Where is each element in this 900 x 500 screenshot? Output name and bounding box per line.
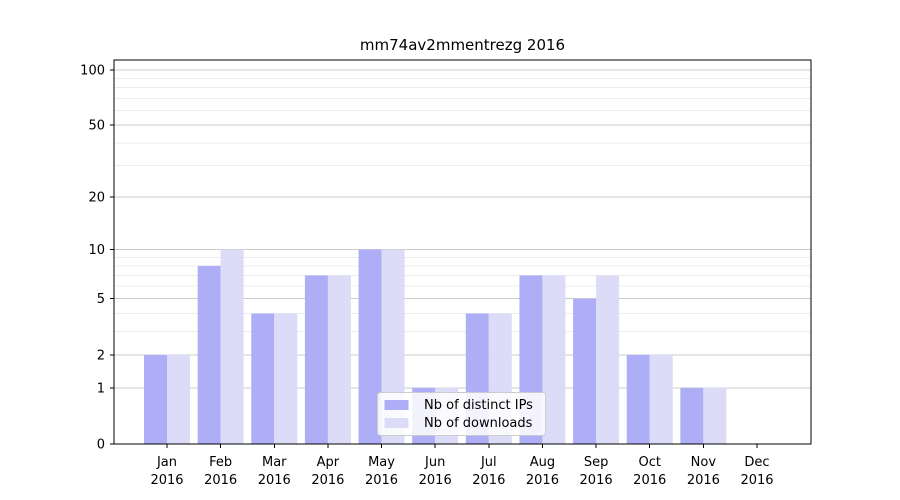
x-tick-label-month: Mar [262, 455, 287, 470]
bar-distinct-ips-sep [573, 298, 597, 444]
bar-distinct-ips-oct [626, 354, 650, 444]
x-tick-label-month: Jun [424, 455, 445, 470]
bar-downloads-nov [703, 387, 727, 444]
x-tick-label-month: Oct [638, 455, 660, 470]
y-tick-label: 20 [88, 191, 105, 206]
plot-frame [113, 59, 812, 445]
x-tick-label-year: 2016 [687, 473, 720, 488]
y-tick-label: 50 [88, 119, 105, 134]
bar-downloads-jan [167, 354, 190, 444]
x-tick-label-year: 2016 [633, 473, 666, 488]
y-tick-label: 2 [97, 348, 105, 363]
bar-distinct-ips-feb [197, 265, 221, 444]
x-tick-label-month: Jan [156, 455, 177, 470]
y-tick-label: 1 [97, 381, 105, 396]
x-tick-label-year: 2016 [472, 473, 505, 488]
chart-title: mm74av2mmentrezg 2016 [359, 36, 566, 54]
legend-swatch-distinct-ips [384, 400, 409, 410]
bar-downloads-mar [274, 313, 298, 444]
y-tick-label: 10 [88, 243, 105, 258]
bar-distinct-ips-may [358, 249, 382, 444]
x-tick-label-year: 2016 [311, 473, 344, 488]
bar-distinct-ips-apr [304, 275, 328, 444]
y-tick-label: 100 [80, 63, 105, 78]
bar-downloads-apr [327, 275, 351, 444]
x-tick-label-month: Aug [530, 455, 555, 470]
x-tick-label-year: 2016 [580, 473, 613, 488]
x-tick-label-year: 2016 [419, 473, 452, 488]
x-tick-label-year: 2016 [526, 473, 559, 488]
x-tick-label-year: 2016 [258, 473, 291, 488]
x-tick-label-month: May [368, 455, 395, 470]
x-tick-label-month: Feb [209, 455, 232, 470]
x-tick-label-year: 2016 [740, 473, 773, 488]
legend-label-downloads: Nb of downloads [424, 416, 533, 431]
x-tick-label-year: 2016 [365, 473, 398, 488]
x-tick-label-month: Jul [480, 455, 497, 470]
x-tick-label-month: Sep [584, 455, 609, 470]
y-tick-label: 0 [97, 438, 105, 453]
x-tick-label-month: Apr [317, 455, 340, 470]
bar-downloads-feb [220, 249, 244, 444]
bar-distinct-ips-mar [251, 313, 275, 444]
y-tick-label: 5 [97, 292, 105, 307]
legend-box [377, 392, 546, 436]
x-tick-label-month: Dec [744, 455, 769, 470]
x-tick-label-year: 2016 [150, 473, 183, 488]
x-tick-label-year: 2016 [204, 473, 237, 488]
bar-downloads-oct [649, 354, 673, 444]
bar-distinct-ips-nov [680, 387, 704, 444]
legend-swatch-downloads [384, 418, 409, 428]
bar-downloads-sep [596, 275, 620, 444]
x-tick-label-month: Nov [691, 455, 717, 470]
bar-distinct-ips-jan [144, 354, 167, 444]
bar-downloads-aug [542, 275, 566, 444]
legend-label-distinct-ips: Nb of distinct IPs [424, 398, 533, 413]
